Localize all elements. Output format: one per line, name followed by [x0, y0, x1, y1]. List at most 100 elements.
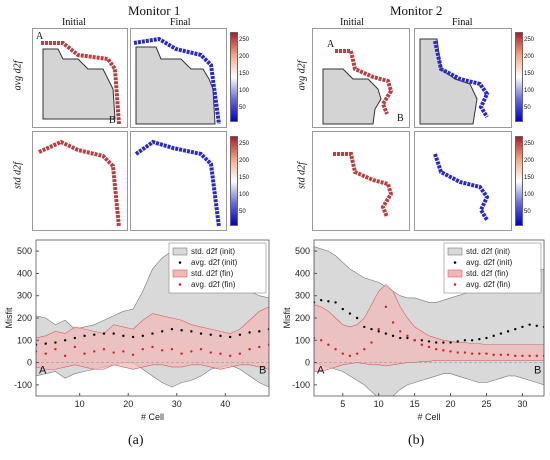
point-fin — [434, 348, 438, 351]
point-init — [228, 335, 232, 339]
point-init — [492, 334, 495, 338]
legend-label: avg. d2f (init) — [466, 258, 513, 267]
y-tick-label: 300 — [295, 291, 310, 301]
legend-marker — [178, 261, 182, 264]
legend-label: std. d2f (init) — [191, 247, 235, 256]
point-fin — [151, 345, 154, 349]
m1-avg-initial-map — [41, 41, 121, 125]
point-init — [170, 327, 174, 331]
legend-label: avg. d2f (fin) — [191, 280, 236, 289]
point-init — [456, 340, 459, 343]
point-fin — [102, 348, 106, 351]
point-fin — [122, 350, 125, 353]
band-fin — [314, 284, 544, 372]
point-fin — [327, 343, 330, 346]
point-fin — [478, 352, 481, 355]
m1-row-avg-label: avg d2f — [12, 60, 24, 91]
m2-std-initial-map — [333, 152, 394, 218]
point-fin — [219, 352, 222, 355]
point-fin — [112, 351, 115, 354]
point-fin — [83, 352, 86, 355]
point-init — [63, 339, 67, 342]
point-fin — [506, 353, 510, 356]
point-init — [514, 327, 517, 331]
point-init — [341, 307, 344, 311]
point-init — [190, 330, 193, 333]
point-fin — [190, 350, 193, 353]
misfit-chart-monitor1: -100 0 100 200 300 400 500 10 20 30 40 # Cell Misfit… — [4, 239, 270, 422]
point-fin — [238, 352, 242, 355]
point-fin — [258, 345, 261, 349]
point-init — [151, 332, 154, 335]
point-fin — [456, 351, 459, 354]
point-init — [506, 330, 510, 333]
m2-col-initial: Initial — [340, 17, 364, 28]
point-fin — [363, 348, 366, 351]
point-fin — [406, 334, 409, 338]
x-tick-label: 20 — [123, 399, 133, 409]
monitor2-title: Monitor 2 — [390, 3, 443, 18]
misfit-chart-monitor2: -100 0 100 200 300 400 500 5 10 15 20 25 30 # Cell Mis… — [282, 239, 545, 422]
x-tick-label: 10 — [374, 399, 384, 409]
point-init — [377, 330, 380, 333]
point-fin — [442, 349, 445, 352]
point-fin — [413, 339, 416, 342]
annotation-b: B — [259, 365, 266, 377]
m2-row-std-label: std d2f — [296, 162, 308, 189]
point-fin — [228, 354, 232, 358]
point-init — [420, 339, 424, 342]
legend-swatch — [447, 247, 463, 256]
point-init — [485, 336, 488, 340]
m1-std-colorbar — [230, 136, 238, 226]
y-tick-label: 0 — [305, 358, 310, 368]
point-fin — [399, 330, 402, 333]
y-axis-label: Misfit — [282, 307, 292, 328]
x-tick-label: 10 — [75, 399, 85, 409]
point-init — [141, 334, 144, 338]
m2-std-final-map — [433, 153, 490, 222]
m2-std-final-panel — [414, 131, 512, 231]
point-init — [391, 334, 395, 338]
point-fin — [63, 354, 67, 358]
point-init — [334, 301, 337, 304]
m2-avg-final-panel — [414, 28, 512, 128]
annotation-b: B — [534, 365, 541, 377]
y-tick-label: -100 — [14, 380, 32, 390]
annotation-a: A — [39, 365, 47, 377]
point-fin — [449, 350, 452, 353]
point-init — [399, 336, 402, 340]
m2-avg-colorbar — [515, 32, 523, 122]
m1-std-final-map — [134, 139, 221, 228]
x-tick-label: 40 — [220, 399, 230, 409]
legend-label: avg. d2f (init) — [191, 258, 238, 267]
point-fin — [319, 339, 323, 342]
x-axis-label: # Cell — [141, 412, 164, 422]
point-fin — [463, 351, 467, 354]
point-init — [327, 300, 330, 303]
point-init — [319, 298, 323, 302]
point-init — [434, 341, 438, 344]
point-init — [180, 329, 183, 332]
point-fin — [528, 354, 531, 358]
m1-label-a: A — [36, 31, 44, 42]
point-init — [199, 332, 203, 335]
m1-avg-initial-panel: A B — [32, 28, 128, 128]
point-fin — [180, 352, 183, 355]
m1-col-final: Final — [170, 17, 191, 28]
point-fin — [355, 352, 359, 355]
point-fin — [370, 341, 373, 344]
m1-avg-colorbar-ticks: 250 200 150 100 50 — [239, 37, 250, 111]
point-init — [112, 332, 115, 335]
x-tick-label: 30 — [172, 399, 182, 409]
point-init — [209, 333, 212, 336]
point-init — [238, 333, 242, 336]
legend-marker — [178, 283, 182, 286]
point-init — [219, 334, 222, 338]
monitor1-title: Monitor 1 — [128, 3, 181, 18]
point-init — [528, 323, 531, 326]
y-tick-label: 400 — [295, 268, 310, 278]
m2-avg-final-map — [419, 38, 490, 125]
legend-swatch — [172, 269, 188, 278]
point-fin — [170, 348, 174, 351]
annotation-a: A — [317, 365, 325, 377]
